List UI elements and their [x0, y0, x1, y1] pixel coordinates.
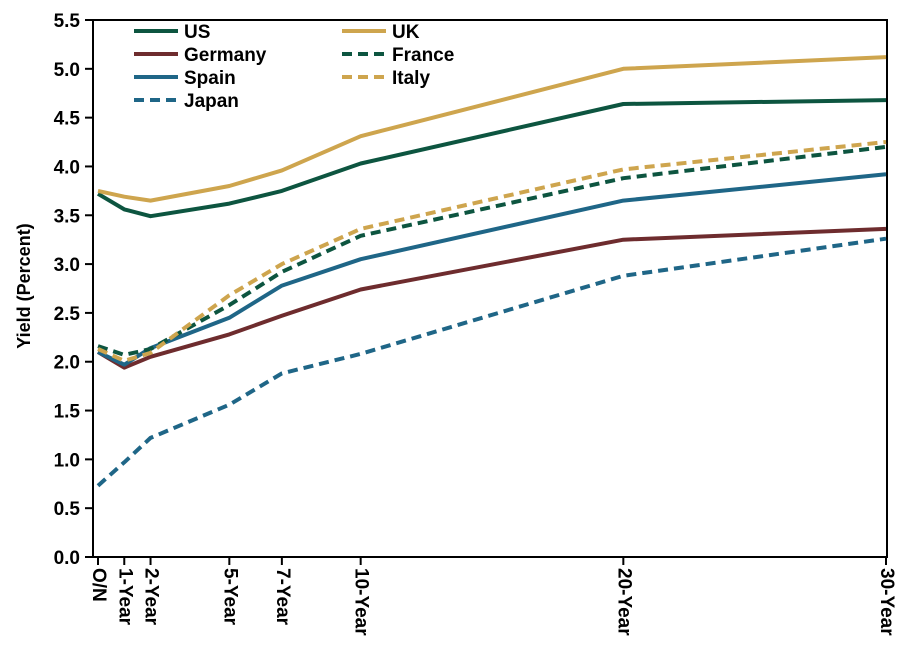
y-tick-label: 3.5	[54, 206, 81, 227]
y-tick-label: 0.0	[54, 548, 80, 569]
x-tick-label: 7-Year	[272, 568, 293, 626]
series-line-germany	[96, 226, 887, 370]
series-line-uk	[97, 55, 887, 203]
y-tick-label: 1.0	[54, 450, 80, 471]
x-tick-label: 1-Year	[114, 568, 135, 626]
series-lines	[96, 55, 887, 488]
x-tick-label: 5-Year	[219, 568, 240, 626]
y-tick-label: 4.5	[54, 109, 81, 130]
x-tick-label: 2-Year	[141, 568, 162, 626]
x-tick-label: 30-Year	[876, 568, 897, 636]
y-tick-label: 5.0	[54, 60, 80, 81]
series-line-us	[96, 98, 887, 219]
y-tick-label: 2.0	[54, 353, 80, 374]
y-tick-label: 0.5	[54, 499, 81, 520]
legend-label-us: US	[184, 22, 210, 43]
y-tick-label: 2.5	[54, 304, 81, 325]
legend-label-italy: Italy	[392, 68, 430, 89]
legend-label-france: France	[392, 45, 454, 66]
legend-item-france: France	[342, 45, 454, 66]
y-tick-label: 5.5	[54, 11, 81, 32]
x-tick-label: O/N	[88, 568, 109, 602]
legend-label-uk: UK	[392, 22, 420, 43]
legend-label-germany: Germany	[184, 45, 267, 66]
x-axis: O/N 1-Year 2-Year 5-Year 7-Year 10-Year 20-Yea…	[88, 557, 897, 636]
plot-border	[92, 19, 888, 558]
plot-area: 0.00.51.01.52.02.53.03.54.04.55.05.5O/N 1…	[54, 11, 897, 636]
series-line-italy	[97, 140, 887, 363]
legend-item-italy: Italy	[342, 68, 430, 89]
y-tick-label: 1.5	[54, 402, 81, 423]
series-line-france	[97, 144, 887, 357]
legend-item-japan: Japan	[134, 91, 239, 112]
legend-item-us: US	[134, 22, 210, 43]
y-axis-title: Yield (Percent)	[14, 223, 34, 348]
legend-item-spain: Spain	[134, 68, 236, 89]
legend-item-germany: Germany	[134, 45, 267, 66]
legend-label-japan: Japan	[184, 91, 239, 112]
y-tick-label: 4.0	[54, 157, 80, 178]
y-axis: 0.0 0.5 1.0 1.5 2.0 2.5 3.0 3.5 4.0 4.5 5.0 5.5	[54, 11, 93, 569]
series-line-spain	[97, 172, 887, 367]
x-tick-label: 20-Year	[613, 568, 634, 636]
series-line-japan	[96, 236, 887, 488]
legend-item-uk: UK	[342, 22, 420, 43]
y-tick-label: 3.0	[54, 255, 80, 276]
legend-label-spain: Spain	[184, 68, 236, 89]
x-tick-label: 10-Year	[351, 568, 372, 636]
